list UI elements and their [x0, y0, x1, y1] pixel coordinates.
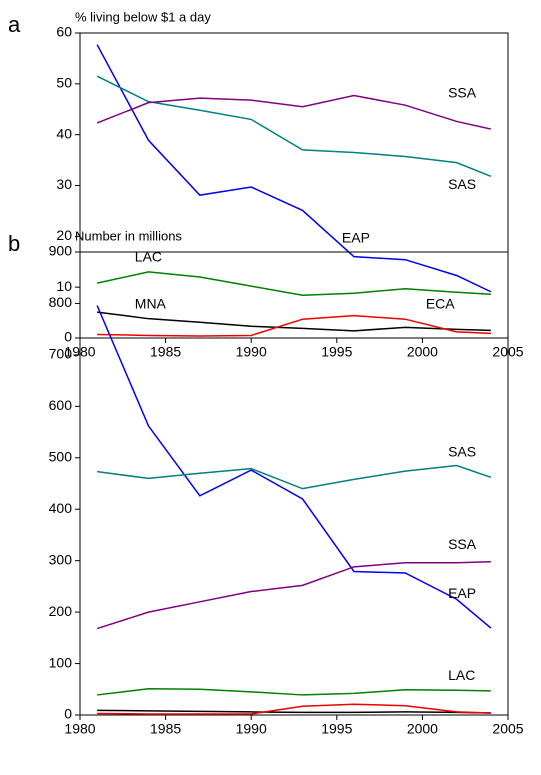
- y-tick-label: 0: [64, 706, 72, 722]
- series-label: LAC: [448, 667, 475, 683]
- y-tick-label: 20: [56, 227, 72, 243]
- y-tick-label: 800: [49, 294, 73, 310]
- series-line: [96, 75, 492, 178]
- series-line: [97, 314, 491, 337]
- series-label: SAS: [448, 443, 476, 459]
- y-tick-label: 10: [56, 278, 72, 294]
- series-line: [97, 688, 491, 696]
- series-line: [97, 311, 491, 332]
- series-line: [96, 560, 491, 630]
- series-label: EAP: [342, 230, 370, 246]
- series-label: SAS: [448, 176, 476, 192]
- x-tick-label: 1990: [236, 344, 267, 360]
- x-tick-label: 1980: [64, 721, 95, 737]
- y-tick-label: 50: [56, 75, 72, 91]
- x-tick-label: 1995: [321, 721, 352, 737]
- series-label: SSA: [448, 85, 477, 101]
- y-tick-label: 200: [49, 603, 73, 619]
- y-tick-label: 30: [56, 176, 72, 192]
- panel-letter: b: [8, 231, 20, 256]
- series-label: MNA: [135, 296, 167, 312]
- x-tick-label: 2000: [407, 721, 438, 737]
- y-tick-label: 0: [64, 329, 72, 345]
- x-tick-label: 2005: [492, 721, 523, 737]
- series-line: [96, 44, 492, 293]
- series-line: [97, 709, 491, 714]
- y-tick-label: 100: [49, 654, 73, 670]
- x-tick-label: 1985: [150, 721, 181, 737]
- series-label: EAP: [448, 585, 476, 601]
- series-label: SSA: [448, 536, 477, 552]
- y-tick-label: 500: [49, 448, 73, 464]
- series-line: [96, 271, 491, 297]
- y-tick-label: 400: [49, 500, 73, 516]
- y-tick-label: 900: [49, 243, 73, 259]
- series-line: [97, 703, 491, 715]
- y-tick-label: 60: [56, 24, 72, 40]
- series-line: [96, 94, 492, 130]
- series-label: ECA: [426, 296, 455, 312]
- plot-frame: [79, 32, 509, 339]
- x-tick-label: 2000: [407, 344, 438, 360]
- plot-frame: [79, 251, 509, 716]
- axis-title: % living below $1 a day: [75, 9, 211, 24]
- y-tick-label: 40: [56, 125, 72, 141]
- x-tick-label: 1985: [150, 344, 181, 360]
- y-tick-label: 700: [49, 346, 73, 362]
- panel-letter: a: [8, 12, 21, 37]
- series-line: [97, 464, 492, 490]
- series-line: [96, 305, 492, 629]
- x-tick-label: 1990: [236, 721, 267, 737]
- x-tick-label: 1995: [321, 344, 352, 360]
- y-tick-label: 300: [49, 551, 73, 567]
- axis-title: Number in millions: [75, 228, 182, 243]
- y-tick-label: 600: [49, 397, 73, 413]
- series-label: LAC: [135, 248, 162, 264]
